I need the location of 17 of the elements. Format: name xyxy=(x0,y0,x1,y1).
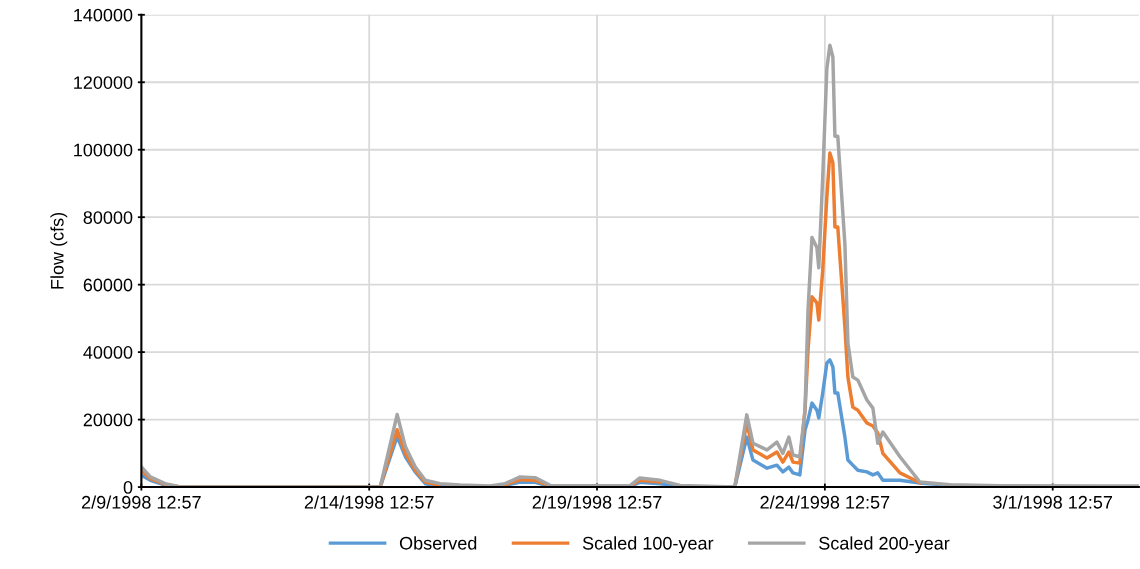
y-tick-label: 0 xyxy=(123,481,133,494)
y-tick-label: 60000 xyxy=(83,278,133,292)
y-tick-label: 140000 xyxy=(74,8,133,22)
x-tick-label: 2/9/1998 12:57 xyxy=(82,495,201,509)
x-tick-label: 2/19/1998 12:57 xyxy=(532,495,662,509)
y-tick-label: 80000 xyxy=(83,211,133,224)
legend-label: Scaled 100-year xyxy=(582,536,714,554)
legend-label: Scaled 200-year xyxy=(819,536,950,554)
legend-label: Observed xyxy=(399,536,477,550)
y-axis-title: Flow (cfs) xyxy=(50,212,68,289)
x-tick-label: 3/1/1998 12:57 xyxy=(993,495,1113,509)
y-tick-label: 20000 xyxy=(83,413,133,427)
x-tick-label: 2/24/1998 12:57 xyxy=(760,495,890,509)
y-tick-label: 120000 xyxy=(74,76,133,89)
y-tick-label: 100000 xyxy=(74,143,133,157)
x-tick-label: 2/14/1998 12:57 xyxy=(304,495,434,509)
y-tick-label: 40000 xyxy=(83,346,133,359)
